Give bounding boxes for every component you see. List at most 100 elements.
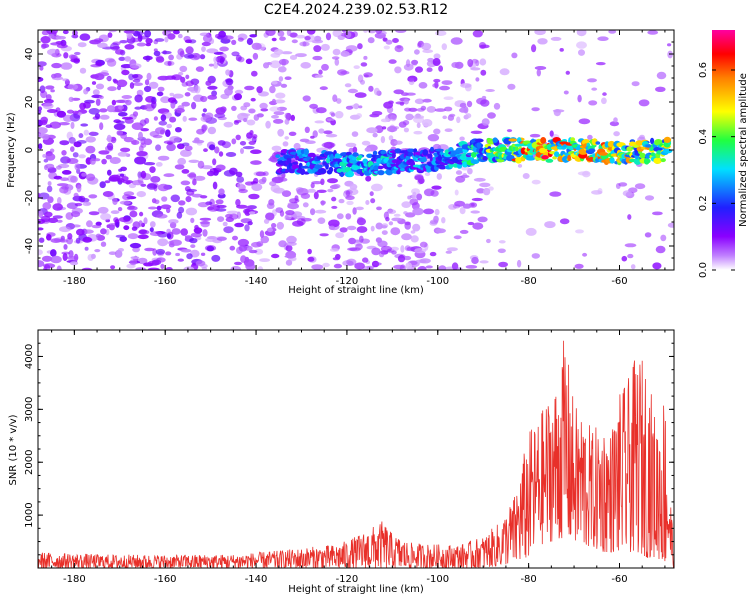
- heatmap-cell: [63, 114, 74, 122]
- heatmap-cell: [82, 202, 91, 207]
- heatmap-cell: [388, 135, 394, 141]
- heatmap-cell: [544, 221, 556, 229]
- heatmap-cell: [327, 188, 334, 193]
- heatmap-cell: [73, 253, 79, 262]
- heatmap-cell: [314, 120, 325, 124]
- heatmap-cell: [319, 86, 328, 91]
- heatmap-cell: [476, 188, 486, 194]
- heatmap-cell: [187, 173, 197, 178]
- heatmap-cell: [393, 264, 405, 270]
- heatmap-cell: [61, 150, 67, 156]
- heatmap-cell: [216, 204, 227, 209]
- heatmap-cell: [416, 193, 423, 201]
- heatmap-cell: [118, 216, 131, 223]
- heatmap-cell: [135, 267, 146, 270]
- heatmap-cell: [51, 73, 57, 79]
- heatmap-cell: [76, 184, 82, 193]
- heatmap-cell: [417, 266, 427, 270]
- heatmap-cell: [66, 202, 78, 209]
- heatmap-cell: [136, 42, 147, 47]
- heatmap-cell: [465, 265, 478, 269]
- heatmap-signal-cell: [482, 156, 488, 161]
- heatmap-cell: [412, 223, 421, 232]
- heatmap-cell: [278, 240, 287, 248]
- snr-x-label: Height of straight line (km): [288, 584, 424, 595]
- heatmap-cell: [116, 178, 125, 183]
- heatmap-cell: [516, 259, 522, 268]
- heatmap-cell: [442, 115, 448, 120]
- heatmap-cell: [245, 58, 253, 65]
- heatmap-cell: [313, 45, 322, 53]
- heatmap-cell: [481, 118, 490, 126]
- heatmap-cell: [53, 175, 63, 180]
- heatmap-cell: [184, 145, 193, 151]
- heatmap-cell: [207, 85, 218, 90]
- heatmap-cell: [576, 41, 587, 49]
- heatmap-cell: [185, 196, 192, 203]
- heatmap-cell: [249, 34, 258, 38]
- heatmap-cell: [306, 30, 316, 35]
- heatmap-cell: [83, 101, 91, 109]
- heatmap-cell: [199, 217, 212, 221]
- heatmap-cell: [401, 233, 412, 241]
- y-tick-label: -20: [24, 190, 35, 206]
- heatmap-cell: [441, 43, 447, 51]
- heatmap-cell: [168, 219, 179, 224]
- heatmap-cell: [470, 210, 481, 214]
- heatmap-cell: [271, 37, 277, 42]
- heatmap-cell: [169, 136, 181, 143]
- heatmap-cell: [166, 123, 172, 129]
- heatmap-cell: [363, 30, 368, 33]
- heatmap-cell: [295, 34, 306, 39]
- heatmap-cells: [38, 30, 674, 270]
- heatmap-cell: [240, 105, 248, 111]
- heatmap-cell: [56, 43, 68, 49]
- heatmap-cell: [68, 137, 76, 144]
- heatmap-cell: [67, 83, 79, 91]
- heatmap-cell: [410, 235, 419, 243]
- heatmap-cell: [289, 198, 300, 204]
- heatmap-cell: [443, 96, 454, 100]
- heatmap-cell: [143, 138, 153, 146]
- heatmap-cell: [273, 118, 284, 124]
- heatmap-cell: [269, 85, 276, 94]
- heatmap-cell: [189, 238, 198, 244]
- heatmap-cell: [207, 126, 217, 135]
- heatmap-cell: [113, 123, 126, 130]
- heatmap-cell: [177, 157, 187, 166]
- heatmap-cell: [380, 245, 392, 252]
- heatmap-cell: [78, 133, 84, 139]
- heatmap-cell: [381, 230, 388, 236]
- heatmap-cell: [422, 49, 434, 54]
- heatmap-cell: [352, 146, 358, 154]
- heatmap-cell: [393, 89, 405, 95]
- heatmap-cell: [182, 115, 187, 122]
- heatmap-cell: [180, 76, 186, 83]
- heatmap-cell: [45, 153, 56, 161]
- heatmap-cell: [206, 48, 219, 54]
- heatmap-cell: [309, 103, 318, 109]
- heatmap-cell: [390, 114, 397, 122]
- x-tick-label: -60: [611, 276, 627, 287]
- heatmap-signal-cell: [334, 163, 339, 168]
- heatmap-cell: [156, 91, 164, 97]
- heatmap-cell: [200, 220, 210, 228]
- heatmap-cell: [552, 109, 565, 113]
- heatmap-cell: [175, 252, 181, 257]
- heatmap-cell: [366, 265, 375, 270]
- heatmap-cell: [236, 176, 245, 183]
- heatmap-cell: [117, 151, 129, 157]
- heatmap-cell: [429, 219, 439, 225]
- heatmap-cell: [441, 217, 446, 224]
- heatmap-cell: [414, 248, 427, 254]
- heatmap-cell: [173, 30, 180, 35]
- heatmap-cell: [299, 41, 310, 47]
- heatmap-cell: [340, 50, 350, 57]
- heatmap-cell: [438, 265, 447, 270]
- heatmap-cell: [205, 80, 212, 86]
- heatmap-cell: [139, 211, 144, 217]
- heatmap-cell: [549, 191, 562, 197]
- heatmap-cell: [234, 89, 244, 95]
- heatmap-cell: [185, 80, 194, 87]
- heatmap-cell: [192, 139, 205, 144]
